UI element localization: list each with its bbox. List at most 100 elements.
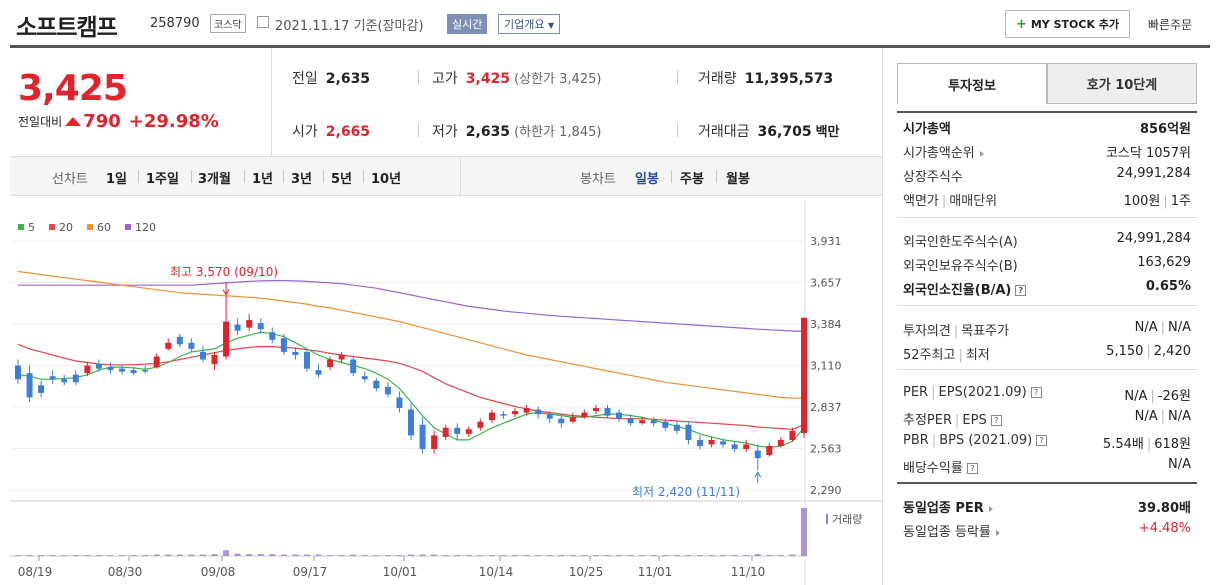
volume-bar — [292, 554, 299, 556]
legend-label: 20 — [59, 221, 73, 234]
candle-body — [801, 317, 807, 434]
candle-body — [592, 408, 599, 412]
info-key: 동일업종 PER — [903, 497, 993, 516]
volume-bar — [581, 555, 588, 556]
volume-bar — [72, 555, 79, 556]
info-key: 배당수익률? — [903, 457, 978, 476]
period-10y[interactable]: 10년 — [371, 172, 402, 187]
y-tick-label: 3,931 — [810, 235, 842, 248]
info-value: 24,991,284 — [1116, 166, 1191, 181]
period-1d[interactable]: 1일 — [106, 172, 128, 187]
candle-body — [315, 370, 322, 375]
volume-bar — [743, 555, 750, 556]
info-value: 163,629 — [1137, 255, 1191, 270]
volume-bar — [153, 554, 160, 556]
candle-monthly[interactable]: 월봉 — [726, 172, 750, 187]
help-icon[interactable]: ? — [966, 463, 978, 474]
help-icon[interactable]: ? — [1030, 387, 1042, 398]
x-tick-label: 10/01 — [383, 565, 418, 579]
tab-investment-info[interactable]: 투자정보 — [897, 63, 1047, 104]
candle-body — [662, 421, 669, 428]
moving-average-line — [17, 343, 805, 430]
volume-legend-swatch — [826, 514, 828, 524]
volume-bar — [107, 555, 114, 556]
candle-body — [465, 429, 472, 434]
candle-body — [199, 351, 206, 360]
candle-body — [84, 365, 91, 374]
stock-header: 소프트캠프 258790 코스닥 2021.11.17 기준(장마감) 실시간 … — [0, 0, 1220, 46]
volume-bar — [777, 555, 784, 556]
volume-bar — [569, 555, 576, 556]
moving-average-line — [17, 270, 804, 399]
investment-panel: 투자정보 호가 10단계 시가총액 856억원 시가총액순위 코스닥 1057위 상장주… — [897, 63, 1197, 585]
volume-bar — [616, 555, 623, 556]
period-3y[interactable]: 3년 — [291, 172, 313, 187]
candle-body — [558, 418, 565, 424]
candle-body — [535, 409, 542, 415]
price-stats: 전일 2,635 고가 3,425 (상한가 3,425) 거래량 11,395,573… — [272, 48, 882, 156]
candle-chart-label: 봉차트 — [580, 172, 616, 187]
tab-orderbook[interactable]: 호가 10단계 — [1047, 63, 1197, 104]
candle-body — [408, 409, 414, 436]
help-icon[interactable]: ? — [1036, 435, 1048, 446]
chevron-right-icon[interactable] — [979, 150, 984, 157]
mystock-add-button[interactable]: + MY STOCK 추가 — [1005, 10, 1130, 38]
legend-swatch — [125, 224, 131, 230]
info-value: N/A | N/A — [1134, 409, 1191, 424]
x-tick-label: 08/30 — [108, 565, 143, 579]
stat-label: 거래량 — [698, 71, 737, 87]
volume-bar — [523, 555, 530, 556]
candle-body — [303, 351, 310, 369]
company-overview-dropdown[interactable]: 기업개요 ▼ — [498, 14, 561, 34]
legend-label: 120 — [135, 221, 156, 234]
candle-body — [627, 418, 634, 424]
info-key: 액면가 | 매매단위 — [903, 194, 998, 209]
candle-body — [95, 364, 102, 369]
volume-bar — [754, 554, 761, 556]
candle-body — [754, 450, 761, 459]
info-row: 동일업종 PER 39.80배 — [903, 497, 1191, 516]
realtime-button[interactable]: 실시간 — [447, 14, 488, 34]
volume-bar — [84, 555, 91, 556]
volume-bar — [546, 555, 553, 556]
volume-label: 거래량 — [832, 513, 862, 526]
candle-weekly[interactable]: 주봉 — [680, 172, 704, 187]
candle-body — [431, 435, 438, 450]
period-1w[interactable]: 1주일 — [146, 172, 179, 187]
chevron-right-icon[interactable] — [988, 505, 993, 512]
period-1y[interactable]: 1년 — [252, 172, 274, 187]
info-value: 5,150 | 2,420 — [1106, 344, 1191, 359]
help-icon[interactable]: ? — [990, 415, 1002, 426]
candle-daily[interactable]: 일봉 — [635, 172, 659, 187]
volume-bar — [512, 555, 519, 556]
info-key: 외국인소진율(B/A)? — [903, 279, 1027, 298]
help-icon[interactable]: ? — [1015, 285, 1027, 296]
candle-body — [211, 354, 218, 365]
candle-body — [396, 397, 403, 409]
info-key: 시가총액 — [903, 122, 951, 137]
header-divider — [10, 45, 1210, 48]
period-5y[interactable]: 5년 — [331, 172, 353, 187]
chevron-right-icon[interactable] — [995, 529, 1000, 536]
volume-bar — [477, 555, 484, 556]
info-key: 외국인한도주식수(A) — [903, 235, 1018, 250]
volume-bar — [789, 554, 796, 556]
quick-order-button[interactable]: 빠른주문 — [1148, 18, 1193, 32]
period-3m[interactable]: 3개월 — [198, 172, 231, 187]
volume-bar — [396, 555, 403, 556]
candle-body — [673, 424, 680, 431]
volume-bar — [639, 555, 646, 556]
info-value: N/A | -26원 — [1124, 389, 1191, 404]
candle-body — [223, 321, 230, 357]
candle-body — [234, 324, 241, 331]
annotation-arrowhead — [222, 289, 230, 296]
stat-value: 11,395,573 — [744, 71, 834, 87]
info-row: 추정PER | EPS? N/A | N/A — [903, 409, 1191, 428]
market-badge: 코스닥 — [210, 14, 246, 33]
candle-body — [176, 336, 183, 345]
candlestick-chart[interactable]: 3,931 3,657 3,384 3,110 2,837 2,563 2,290 5 20 60… — [10, 196, 882, 585]
volume-bar — [142, 555, 149, 556]
info-row: 액면가 | 매매단위 100원 | 1주 — [903, 190, 1191, 209]
y-tick-label: 3,110 — [810, 360, 842, 373]
price-box: 3,425 전일대비 790 +29.98% — [10, 48, 272, 156]
